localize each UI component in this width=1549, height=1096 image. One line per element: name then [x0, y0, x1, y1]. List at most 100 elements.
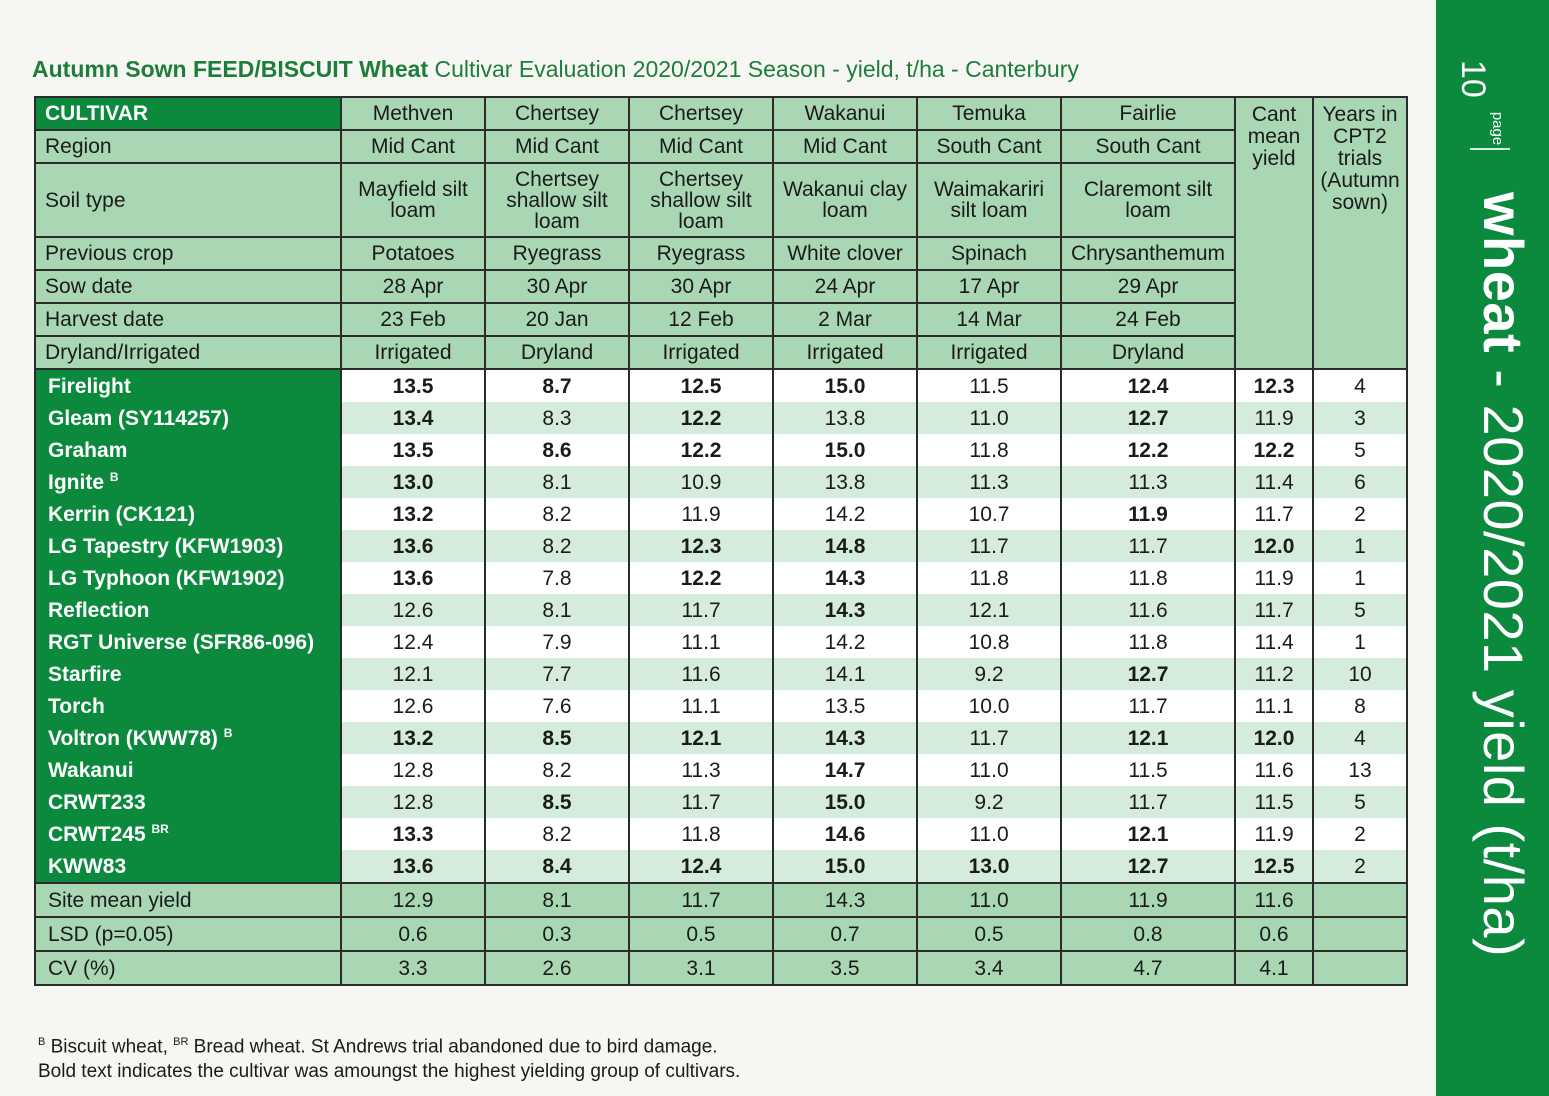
cant-mean-cell: 12.5 — [1234, 850, 1314, 883]
site-header-cell: Chertsey — [628, 96, 774, 131]
table-row: Graham 13.5 8.6 12.2 15.0 11.8 12.2 12.2 5 — [34, 434, 1408, 466]
site-header-cell: 14 Mar — [916, 302, 1062, 337]
yield-cell: 15.0 — [772, 786, 918, 818]
yield-cell: 8.6 — [484, 434, 630, 466]
sidebar-title-rest: - 2020/2021 yield (t/ha) — [1472, 353, 1535, 958]
cant-mean-cell: 11.5 — [1234, 786, 1314, 818]
site-header-cell: Waimakariri silt loam — [916, 162, 1062, 238]
header-row-label: Soil type — [34, 162, 342, 238]
site-header-cell: Chertsey — [484, 96, 630, 131]
site-header-cell: Wakanui clay loam — [772, 162, 918, 238]
table-row: Ignite B 13.0 8.1 10.9 13.8 11.3 11.3 11.4 6 — [34, 466, 1408, 498]
stat-label: CV (%) — [34, 950, 342, 986]
yield-cell: 13.4 — [340, 402, 486, 434]
yield-cell: 7.9 — [484, 626, 630, 658]
stat-cell: 0.8 — [1060, 916, 1236, 952]
stat-cell: 0.5 — [916, 916, 1062, 952]
yield-cell: 12.7 — [1060, 850, 1236, 883]
years-cell: 8 — [1312, 690, 1408, 722]
yield-cell: 11.8 — [1060, 626, 1236, 658]
yield-cell: 11.5 — [916, 368, 1062, 402]
stat-cell: 11.9 — [1060, 882, 1236, 918]
years-cell: 3 — [1312, 402, 1408, 434]
stat-cell: 0.7 — [772, 916, 918, 952]
cant-mean-cell: 11.4 — [1234, 626, 1314, 658]
cultivar-name: Voltron (KWW78) B — [34, 722, 342, 754]
site-header-cell: 30 Apr — [628, 269, 774, 304]
header-row-label: Harvest date — [34, 302, 342, 337]
table-row: Wakanui 12.8 8.2 11.3 14.7 11.0 11.5 11.6 13 — [34, 754, 1408, 786]
table-row: Starfire 12.1 7.7 11.6 14.1 9.2 12.7 11.2 10 — [34, 658, 1408, 690]
stat-cell: 11.7 — [628, 882, 774, 918]
cultivar-name: Wakanui — [34, 754, 342, 786]
cultivar-name-text: CRWT233 — [48, 790, 146, 814]
yield-cell: 11.7 — [916, 722, 1062, 754]
cultivar-name: CRWT245 BR — [34, 818, 342, 850]
yield-cell: 12.6 — [340, 690, 486, 722]
yield-cell: 12.2 — [628, 434, 774, 466]
yield-cell: 9.2 — [916, 658, 1062, 690]
yield-cell: 11.7 — [1060, 786, 1236, 818]
yield-cell: 14.3 — [772, 562, 918, 594]
yield-cell: 13.8 — [772, 402, 918, 434]
footnote-text-b: Bread wheat. St Andrews trial abandoned … — [188, 1036, 718, 1058]
yield-cell: 12.8 — [340, 754, 486, 786]
years-cell: 5 — [1312, 594, 1408, 626]
years-cell: 1 — [1312, 626, 1408, 658]
yield-cell: 13.5 — [772, 690, 918, 722]
stat-cell: 0.3 — [484, 916, 630, 952]
site-header-cell: Mid Cant — [484, 129, 630, 164]
yield-cell: 12.2 — [1060, 434, 1236, 466]
page-number: 10 page — [1372, 60, 1506, 145]
cultivar-column-header: CULTIVAR — [34, 96, 342, 131]
yield-cell: 14.7 — [772, 754, 918, 786]
cultivar-name: Kerrin (CK121) — [34, 498, 342, 530]
footnote-line-1: B Biscuit wheat, BR Bread wheat. St Andr… — [38, 1030, 740, 1059]
stat-mean-cell: 11.6 — [1234, 882, 1314, 918]
table-row: CRWT233 12.8 8.5 11.7 15.0 9.2 11.7 11.5 5 — [34, 786, 1408, 818]
cant-mean-cell: 11.6 — [1234, 754, 1314, 786]
yield-cell: 11.8 — [628, 818, 774, 850]
header-row-label: Dryland/Irrigated — [34, 335, 342, 370]
footnote-line-2: Bold text indicates the cultivar was amo… — [38, 1061, 741, 1083]
yield-cell: 9.2 — [916, 786, 1062, 818]
sidebar-title: wheat - 2020/2021 yield (t/ha) — [1471, 192, 1536, 957]
footnote-text-a: Biscuit wheat, — [45, 1036, 174, 1058]
page-number-value: 10 — [1454, 60, 1492, 98]
yield-cell: 11.0 — [916, 402, 1062, 434]
table-row: RGT Universe (SFR86-096) 12.4 7.9 11.1 14.2 1… — [34, 626, 1408, 658]
site-header-cell: Irrigated — [628, 335, 774, 370]
site-header-cell: 24 Feb — [1060, 302, 1236, 337]
yield-cell: 14.8 — [772, 530, 918, 562]
cultivar-name-text: Firelight — [48, 374, 131, 398]
yield-cell: 14.1 — [772, 658, 918, 690]
cultivar-name: Firelight — [34, 368, 342, 402]
yield-cell: 8.1 — [484, 594, 630, 626]
cant-mean-cell: 11.4 — [1234, 466, 1314, 498]
header-row: Soil type Mayfield silt loam Chertsey shal… — [34, 162, 1407, 238]
cultivar-name-text: Starfire — [48, 662, 122, 686]
table-row: LG Typhoon (KFW1902) 13.6 7.8 12.2 14.3 11.8 1… — [34, 562, 1408, 594]
yield-cell: 10.9 — [628, 466, 774, 498]
yield-cell: 13.0 — [916, 850, 1062, 883]
stat-cell: 14.3 — [772, 882, 918, 918]
cultivar-name: RGT Universe (SFR86-096) — [34, 626, 342, 658]
yield-cell: 11.5 — [1060, 754, 1236, 786]
cultivar-name: Graham — [34, 434, 342, 466]
table-row: Firelight 13.5 8.7 12.5 15.0 11.5 12.4 12.3 4 — [34, 368, 1408, 402]
site-header-cell: 12 Feb — [628, 302, 774, 337]
site-header-cell: Mid Cant — [340, 129, 486, 164]
site-header-cell: Irrigated — [340, 335, 486, 370]
cultivar-name-text: Wakanui — [48, 758, 134, 782]
years-cell: 13 — [1312, 754, 1408, 786]
stat-label: LSD (p=0.05) — [34, 916, 342, 952]
years-cell: 2 — [1312, 498, 1408, 530]
stat-empty-cell — [1312, 882, 1408, 918]
page-title: Autumn Sown FEED/BISCUIT Wheat Cultivar … — [32, 56, 1412, 83]
header-row: Region Mid Cant Mid Cant Mid Cant Mid Cant So… — [34, 129, 1407, 164]
site-header-cell: 17 Apr — [916, 269, 1062, 304]
cultivar-name-text: KWW83 — [48, 854, 127, 878]
site-header-cell: South Cant — [1060, 129, 1236, 164]
header-row-label: Sow date — [34, 269, 342, 304]
site-header-cell: Ryegrass — [628, 236, 774, 271]
